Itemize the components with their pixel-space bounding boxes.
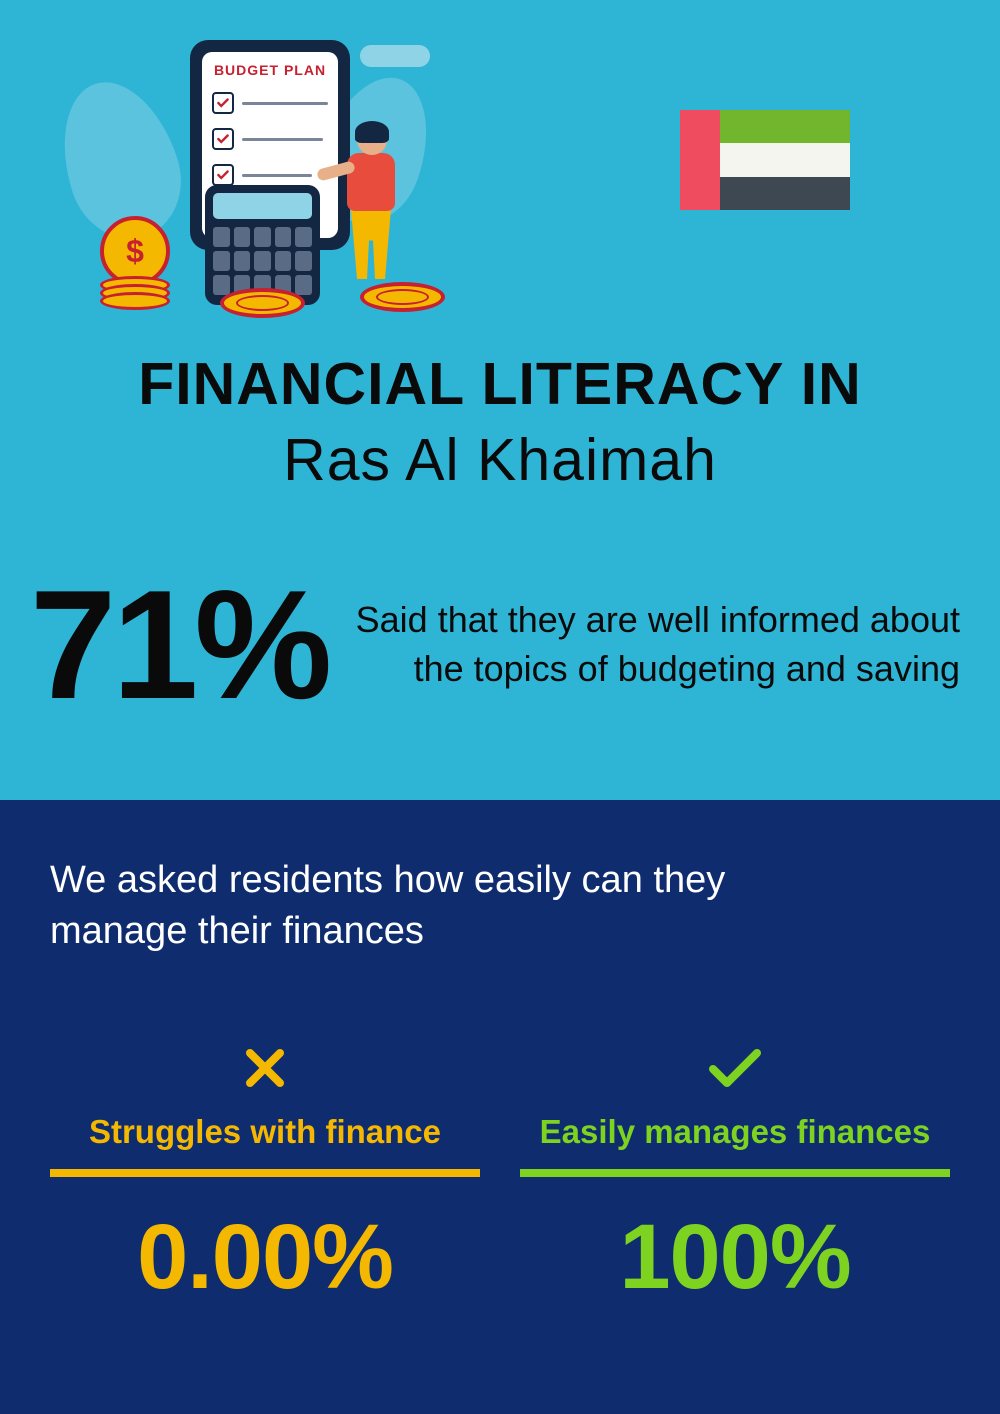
title-line-2: Ras Al Khaimah (0, 426, 1000, 494)
coin-icon (220, 288, 305, 318)
struggles-value: 0.00% (50, 1205, 480, 1310)
struggles-label: Struggles with finance (50, 1113, 480, 1151)
infographic-page: BUDGET PLAN $ (0, 0, 1000, 1414)
cross-icon (50, 1038, 480, 1098)
easy-value: 100% (520, 1205, 950, 1310)
divider (520, 1169, 950, 1177)
title-line-1: FINANCIAL LITERACY IN (0, 350, 1000, 418)
divider (50, 1169, 480, 1177)
check-icon (520, 1038, 950, 1098)
coin-stack-icon: $ (100, 216, 170, 310)
person-icon (335, 125, 405, 295)
column-easy: Easily manages finances 100% (520, 1038, 950, 1310)
main-statistic: 71% Said that they are well informed abo… (0, 575, 1000, 715)
bottom-section: We asked residents how easily can they m… (0, 800, 1000, 1414)
results-columns: Struggles with finance 0.00% Easily mana… (50, 1038, 950, 1310)
uae-flag-icon (680, 110, 850, 210)
stat-value: 71% (30, 575, 328, 715)
clipboard-title: BUDGET PLAN (212, 62, 328, 78)
page-title: FINANCIAL LITERACY IN Ras Al Khaimah (0, 350, 1000, 494)
calculator-icon (205, 185, 320, 305)
top-section: BUDGET PLAN $ (0, 0, 1000, 800)
budget-illustration: BUDGET PLAN $ (70, 20, 450, 320)
survey-question: We asked residents how easily can they m… (50, 855, 830, 958)
stat-description: Said that they are well informed about t… (328, 596, 960, 693)
column-struggles: Struggles with finance 0.00% (50, 1038, 480, 1310)
easy-label: Easily manages finances (520, 1113, 950, 1151)
